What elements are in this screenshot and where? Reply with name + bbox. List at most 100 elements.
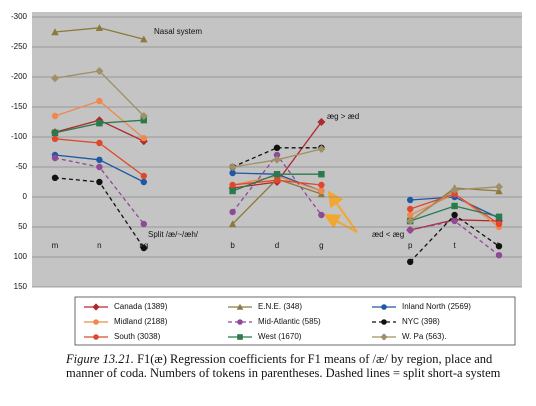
caption-text: F1(æ) Regression coefficients for F1 mea… — [66, 352, 501, 380]
legend-marker — [381, 319, 387, 325]
point — [273, 155, 281, 164]
legend-label: NYC (398) — [402, 317, 440, 326]
point — [140, 220, 147, 228]
point — [273, 144, 281, 151]
point — [451, 190, 458, 198]
point — [407, 205, 414, 213]
y-tick-label: -300 — [11, 12, 28, 21]
point — [495, 182, 503, 191]
annotation: Nasal system — [154, 27, 202, 36]
point — [451, 202, 458, 210]
y-tick-label: -200 — [11, 72, 28, 81]
point — [51, 154, 59, 162]
legend-label: Midland (2188) — [114, 317, 168, 326]
point — [495, 252, 503, 259]
point — [229, 187, 236, 195]
point — [228, 220, 237, 228]
point — [407, 211, 414, 219]
legend-label: South (3038) — [114, 332, 161, 341]
arrow — [323, 214, 358, 233]
point — [495, 213, 503, 220]
x-tick-label: b — [230, 241, 235, 250]
point — [140, 172, 147, 180]
legend-marker — [380, 333, 388, 341]
point — [96, 120, 103, 127]
legend-marker — [93, 334, 99, 340]
caption: Figure 13.21. F1(æ) Regression coefficie… — [66, 352, 521, 380]
point — [96, 139, 103, 147]
point — [140, 178, 147, 186]
point — [140, 117, 147, 124]
point — [317, 118, 326, 126]
point — [407, 258, 414, 265]
point — [495, 243, 503, 250]
point — [318, 171, 325, 178]
x-tick-label: m — [52, 241, 59, 250]
legend-marker — [93, 319, 99, 325]
point — [140, 244, 147, 252]
annotation: Split /æ/~/æh/ — [148, 230, 199, 239]
point — [317, 145, 326, 153]
point — [51, 112, 59, 120]
point — [406, 217, 415, 225]
point — [229, 208, 236, 216]
point — [96, 178, 103, 186]
point — [51, 135, 59, 142]
y-tick-label: -250 — [11, 42, 28, 51]
point — [451, 211, 458, 219]
annotation: æd < æg — [372, 230, 404, 239]
point — [95, 24, 104, 31]
legend-marker — [237, 319, 243, 325]
legend-label: West (1670) — [258, 332, 302, 341]
point — [229, 169, 236, 177]
point — [450, 185, 459, 194]
legend-box — [74, 296, 516, 346]
legend-marker — [237, 334, 243, 340]
x-tick-label: t — [453, 241, 456, 250]
point — [51, 28, 59, 36]
y-tick-label: 50 — [18, 222, 27, 231]
x-tick-label: n — [97, 241, 101, 250]
legend-marker — [381, 304, 387, 310]
point — [140, 35, 148, 43]
point — [139, 112, 148, 120]
point — [51, 174, 59, 181]
point — [96, 156, 103, 163]
y-tick-label: 150 — [14, 282, 28, 291]
point — [495, 220, 503, 228]
point — [318, 211, 325, 219]
legend-label: E.N.E. (348) — [258, 302, 302, 311]
x-tick-label: p — [408, 241, 413, 250]
point — [51, 74, 59, 83]
point — [95, 67, 104, 75]
y-tick-label: 0 — [23, 192, 28, 201]
point — [318, 187, 325, 195]
y-tick-label: -100 — [11, 132, 28, 141]
point — [407, 196, 414, 204]
caption-label: Figure 13.21. — [66, 352, 134, 366]
point — [273, 171, 281, 178]
chart: -300-250-200-150-100-50050100150mnngbdgp… — [11, 12, 522, 346]
y-tick-label: -50 — [15, 162, 27, 171]
legend-marker — [92, 303, 100, 311]
arrow — [327, 190, 358, 233]
point — [273, 177, 281, 184]
point — [273, 151, 281, 159]
legend-marker — [236, 303, 244, 310]
point — [407, 226, 414, 234]
point — [229, 181, 236, 189]
y-tick-label: -150 — [11, 102, 28, 111]
legend-label: Inland North (2569) — [402, 302, 471, 311]
point — [451, 217, 458, 225]
legend-label: Canada (1389) — [114, 302, 168, 311]
point — [51, 129, 59, 136]
y-tick-label: 100 — [14, 252, 28, 261]
annotation: æg > æd — [327, 112, 359, 121]
point — [96, 97, 103, 105]
point — [318, 181, 325, 189]
legend-label: W. Pa (563). — [402, 332, 446, 341]
point — [96, 163, 103, 171]
x-tick-label: g — [319, 241, 323, 250]
x-tick-label: d — [275, 241, 279, 250]
